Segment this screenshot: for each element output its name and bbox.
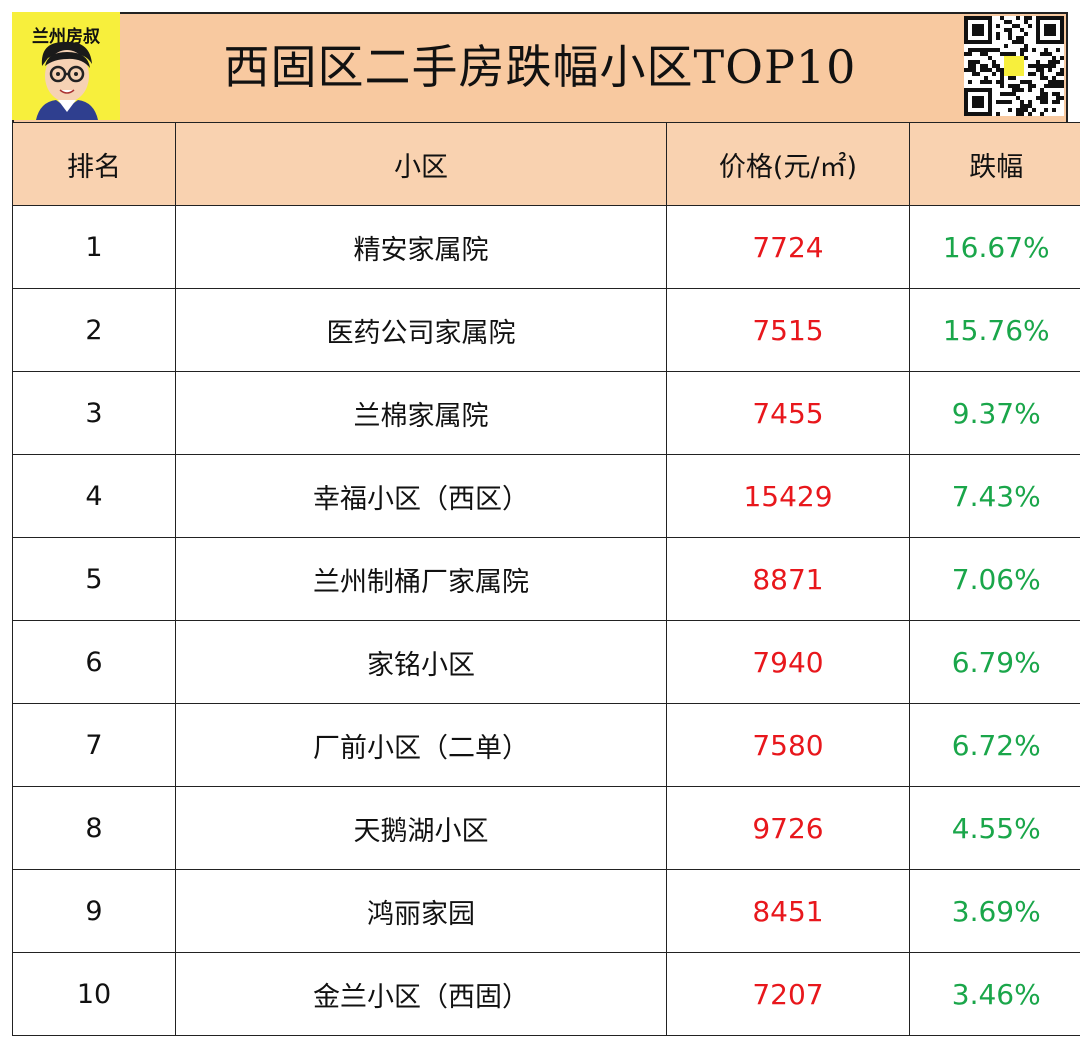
brand-logo: 兰州房叔 xyxy=(12,12,120,120)
table-row: 9 鸿丽家园 8451 3.69% xyxy=(12,869,1080,953)
community-cell: 幸福小区（西区） xyxy=(175,454,667,538)
community-cell: 天鹅湖小区 xyxy=(175,786,667,870)
rank-cell: 6 xyxy=(12,620,176,704)
rank-cell: 7 xyxy=(12,703,176,787)
drop-cell: 15.76% xyxy=(909,288,1080,372)
drop-cell: 7.06% xyxy=(909,537,1080,621)
price-cell: 7940 xyxy=(666,620,910,704)
price-cell: 15429 xyxy=(666,454,910,538)
col-header-community: 小区 xyxy=(175,122,667,206)
brand-label: 兰州房叔 xyxy=(32,27,100,47)
drop-cell: 3.46% xyxy=(909,952,1080,1036)
rank-cell: 10 xyxy=(12,952,176,1036)
community-cell: 兰州制桶厂家属院 xyxy=(175,537,667,621)
col-header-price: 价格(元/㎡) xyxy=(666,122,910,206)
community-cell: 医药公司家属院 xyxy=(175,288,667,372)
community-cell: 金兰小区（西固） xyxy=(175,952,667,1036)
drop-cell: 9.37% xyxy=(909,371,1080,455)
price-cell: 7580 xyxy=(666,703,910,787)
ranking-table: 排名 小区 价格(元/㎡) 跌幅 1 精安家属院 7724 16.67% 2 医药公司家属… xyxy=(12,122,1080,1036)
cartoon-avatar-icon xyxy=(36,41,98,120)
community-cell: 兰棉家属院 xyxy=(175,371,667,455)
col-header-drop: 跌幅 xyxy=(909,122,1080,206)
price-cell: 7207 xyxy=(666,952,910,1036)
price-cell: 8871 xyxy=(666,537,910,621)
price-cell: 7515 xyxy=(666,288,910,372)
table-row: 2 医药公司家属院 7515 15.76% xyxy=(12,288,1080,372)
header-band xyxy=(12,12,1068,122)
price-cell: 7455 xyxy=(666,371,910,455)
rank-cell: 1 xyxy=(12,205,176,289)
table-row: 6 家铭小区 7940 6.79% xyxy=(12,620,1080,704)
drop-cell: 3.69% xyxy=(909,869,1080,953)
rank-cell: 2 xyxy=(12,288,176,372)
qr-code-icon xyxy=(964,16,1064,116)
price-cell: 8451 xyxy=(666,869,910,953)
rank-cell: 5 xyxy=(12,537,176,621)
price-cell: 9726 xyxy=(666,786,910,870)
community-cell: 精安家属院 xyxy=(175,205,667,289)
drop-cell: 16.67% xyxy=(909,205,1080,289)
col-header-rank: 排名 xyxy=(12,122,176,206)
community-cell: 鸿丽家园 xyxy=(175,869,667,953)
rank-cell: 8 xyxy=(12,786,176,870)
rank-cell: 4 xyxy=(12,454,176,538)
rank-cell: 3 xyxy=(12,371,176,455)
table-row: 8 天鹅湖小区 9726 4.55% xyxy=(12,786,1080,870)
table-row: 5 兰州制桶厂家属院 8871 7.06% xyxy=(12,537,1080,621)
table-row: 7 厂前小区（二单） 7580 6.72% xyxy=(12,703,1080,787)
drop-cell: 4.55% xyxy=(909,786,1080,870)
drop-cell: 6.79% xyxy=(909,620,1080,704)
page-title: 西固区二手房跌幅小区TOP10 xyxy=(223,40,857,94)
table-row: 1 精安家属院 7724 16.67% xyxy=(12,205,1080,289)
community-cell: 厂前小区（二单） xyxy=(175,703,667,787)
community-cell: 家铭小区 xyxy=(175,620,667,704)
price-cell: 7724 xyxy=(666,205,910,289)
table-row: 3 兰棉家属院 7455 9.37% xyxy=(12,371,1080,455)
table-row: 4 幸福小区（西区） 15429 7.43% xyxy=(12,454,1080,538)
table-row: 10 金兰小区（西固） 7207 3.46% xyxy=(12,952,1080,1036)
rank-cell: 9 xyxy=(12,869,176,953)
drop-cell: 7.43% xyxy=(909,454,1080,538)
table-header-row: 排名 小区 价格(元/㎡) 跌幅 xyxy=(12,122,1080,206)
drop-cell: 6.72% xyxy=(909,703,1080,787)
